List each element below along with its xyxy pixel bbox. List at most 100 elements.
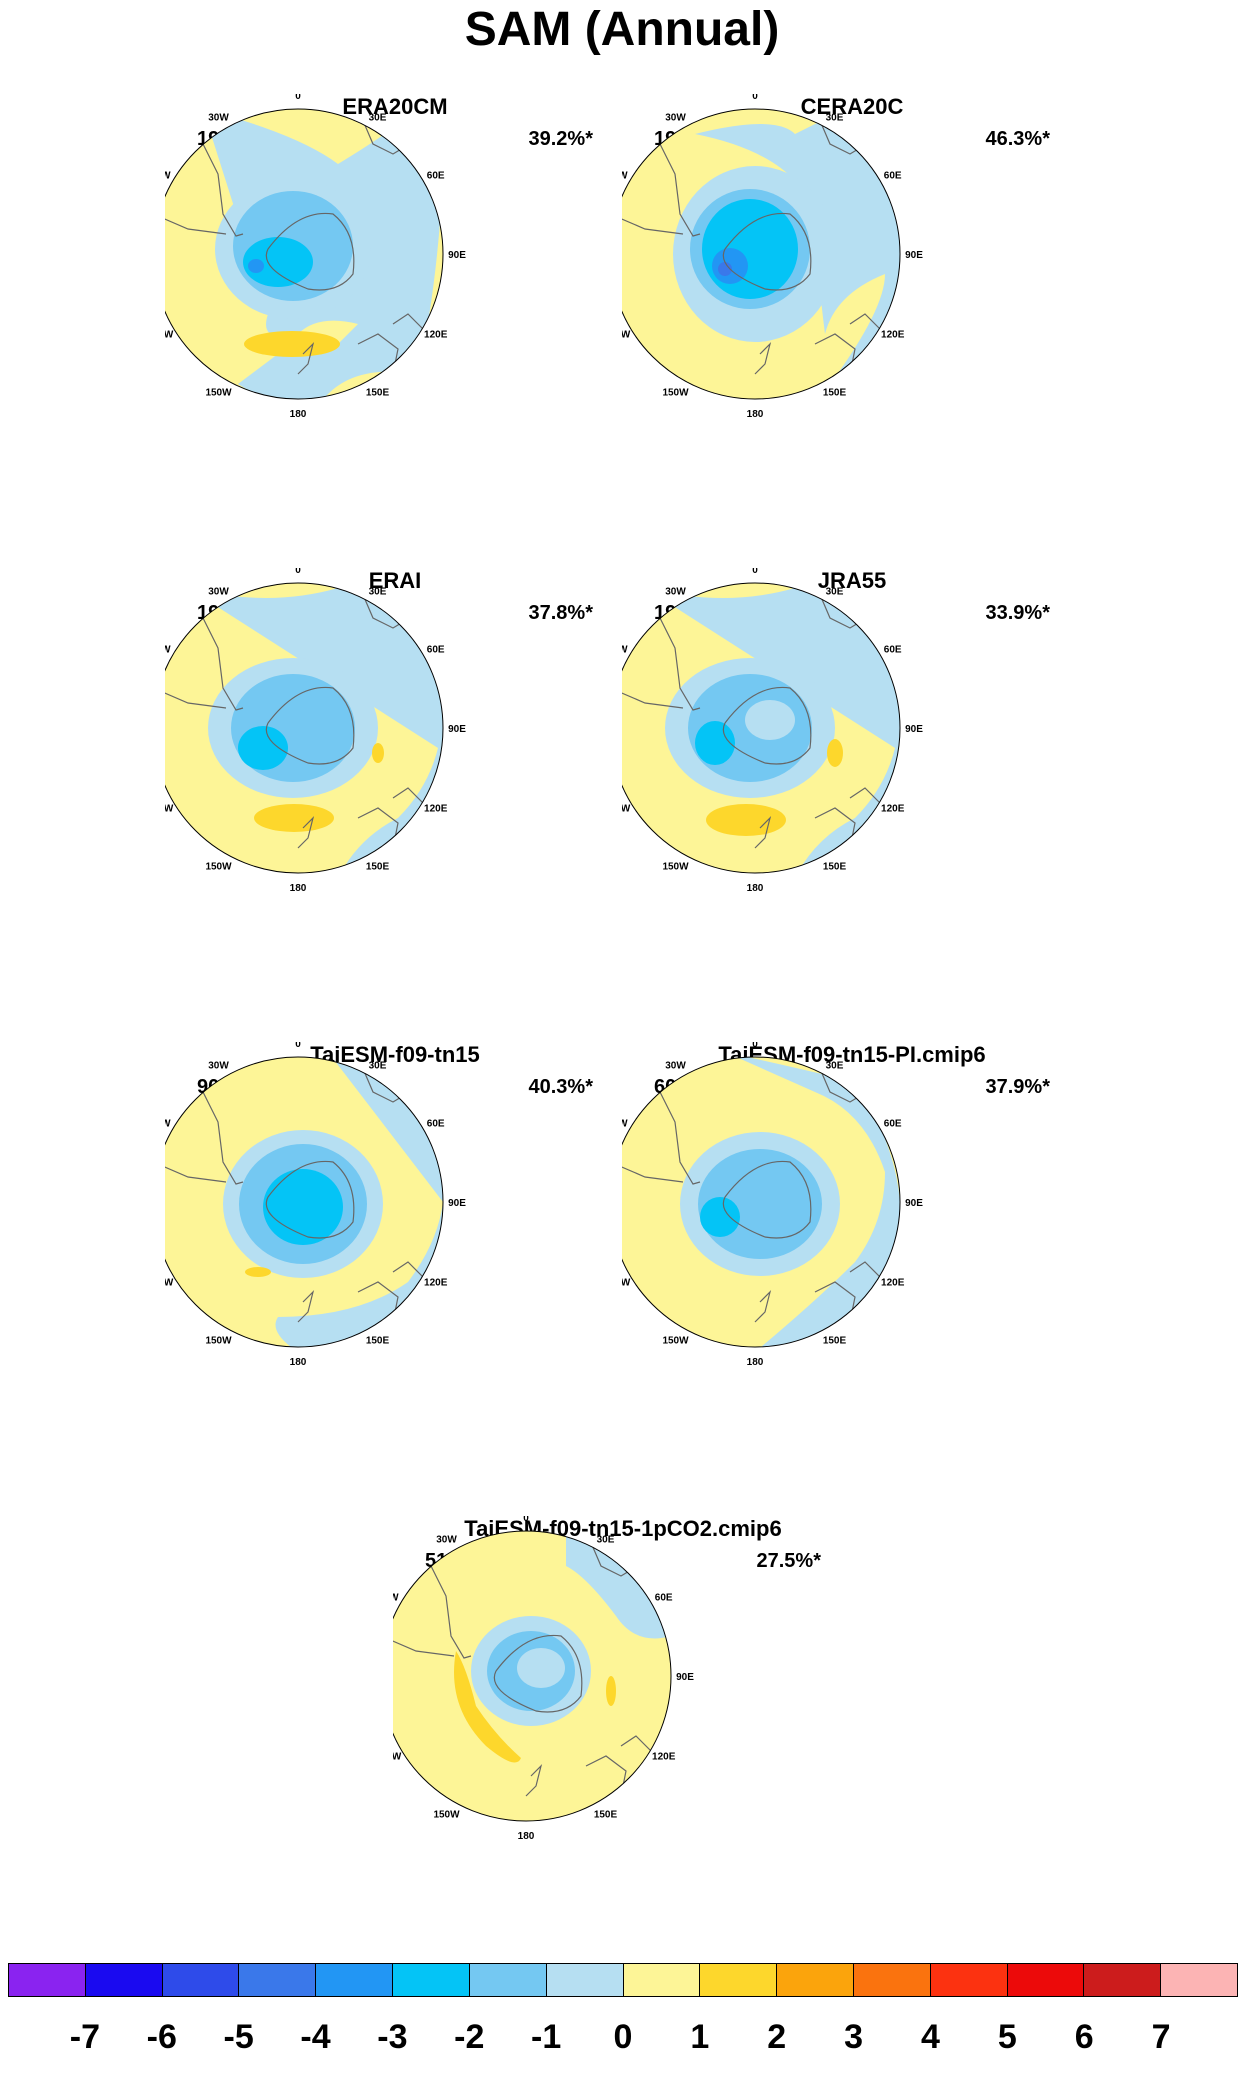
colorbar-swatch [239,1964,317,1996]
colorbar-tick-label: 7 [1151,2018,1171,2056]
colorbar-tick-label: -6 [146,2018,177,2056]
contour-region [700,1197,740,1237]
longitude-label: 150W [205,1336,232,1347]
coastline [722,212,812,291]
contour-region [244,331,340,357]
polar-map: 030E60E90E120E150E180150W120W90W60W30W [622,94,923,420]
panel-variance: 40.3%* [528,1076,594,1098]
longitude-label: 60W [165,171,171,182]
coastline [659,617,701,711]
longitude-label: 60W [622,1119,628,1130]
longitude-label: 150E [366,388,390,399]
contour-region [695,109,900,399]
longitude-label: 60E [884,645,902,656]
coastline [659,1091,701,1185]
coastline [622,687,684,709]
longitude-label: 0 [752,1042,758,1050]
colorbar-tick-label: -3 [377,2018,408,2056]
longitude-label: 180 [747,409,764,420]
longitude-label: 150W [662,388,689,399]
longitude-label: 60E [655,1593,673,1604]
panel-title: ERAI [368,568,422,593]
anomaly-field [622,1057,900,1347]
longitude-label: 150W [205,388,232,399]
coastline [493,1634,583,1713]
contour-region [517,1648,565,1688]
longitude-label: 0 [295,94,301,102]
coastline [165,687,227,709]
colorbar-swatch [1161,1964,1237,1996]
contour-region [745,700,795,740]
longitude-label: 0 [752,568,758,576]
longitude-label: 120W [622,330,631,341]
longitude-label: 180 [518,1831,535,1842]
longitude-label: 120E [881,330,905,341]
anomaly-field [165,109,443,399]
map-boundary-circle [622,108,901,400]
contour-region [188,583,443,873]
longitude-label: 60E [427,171,445,182]
colorbar-swatch [162,1964,240,1996]
anomaly-field [165,1057,443,1347]
longitude-label: 30E [369,112,387,123]
longitude-label: 120W [165,804,174,815]
map-boundary-circle [165,582,444,874]
longitude-label: 60E [884,171,902,182]
panel-variance: 33.9%* [985,602,1051,624]
contour-region [645,583,900,873]
longitude-label: 120W [622,804,631,815]
polar-map: 030E60E90E120E150E180150W120W90W60W30W [165,568,466,894]
longitude-label: 90E [448,1198,466,1209]
panel-variance: 39.2%* [528,128,594,150]
longitude-label: 0 [752,94,758,102]
contour-region [245,1267,271,1277]
longitude-label: 120E [424,330,448,341]
coastline [754,816,772,849]
longitude-label: 180 [290,883,307,894]
contour-region [718,262,732,276]
panel-taiesm-1pco2: TaiESM-f09-tn15-1pCO2.cmip6 51-150 27.5%… [393,1516,853,1976]
longitude-label: 90E [448,250,466,261]
panel-jra55: JRA55 1980-2014 33.9%* 030E60E90E120E150… [622,568,1082,1028]
colorbar-labels: -7 -6 -5 -4 -3 -2 -1 0 1 2 3 4 5 6 7 [0,2018,1244,2068]
coastline [265,686,355,765]
colorbar-swatch [9,1964,86,1996]
panel-title: CERA20C [800,94,904,119]
longitude-label: 90E [905,1198,923,1209]
colorbar-swatch [1007,1964,1085,1996]
coastline [265,212,355,291]
coastline [659,143,701,237]
longitude-label: 150E [366,1336,390,1347]
colorbar-swatch [546,1964,624,1996]
contour-region [706,804,786,836]
colorbar-swatch [700,1964,778,1996]
longitude-label: 150E [823,388,847,399]
contour-region [695,721,735,765]
longitude-label: 30W [208,1060,229,1071]
longitude-label: 150E [823,862,847,873]
panel-title: JRA55 [817,568,887,593]
colorbar [8,1963,1238,1997]
longitude-label: 60E [884,1119,902,1130]
coastline [165,213,227,235]
colorbar-swatch [777,1964,854,1996]
colorbar-tick-label: -5 [223,2018,254,2056]
contour-region [606,1676,616,1706]
longitude-label: 30E [826,112,844,123]
longitude-label: 30E [826,586,844,597]
contour-region [827,739,843,767]
colorbar-swatch [1084,1964,1162,1996]
longitude-label: 150W [433,1810,460,1821]
longitude-label: 30E [369,1060,387,1071]
longitude-label: 150E [366,862,390,873]
longitude-label: 60W [622,171,628,182]
contour-region [243,237,313,287]
coastline [202,1091,244,1185]
panel-title: ERA20CM [342,94,448,119]
longitude-label: 120E [424,1278,448,1289]
colorbar-tick-label: 0 [613,2018,633,2056]
polar-map: 030E60E90E120E150E180150W120W90W60W30W [165,94,466,420]
coastline [165,1161,227,1183]
coastline [297,342,315,375]
longitude-label: 150W [662,1336,689,1347]
